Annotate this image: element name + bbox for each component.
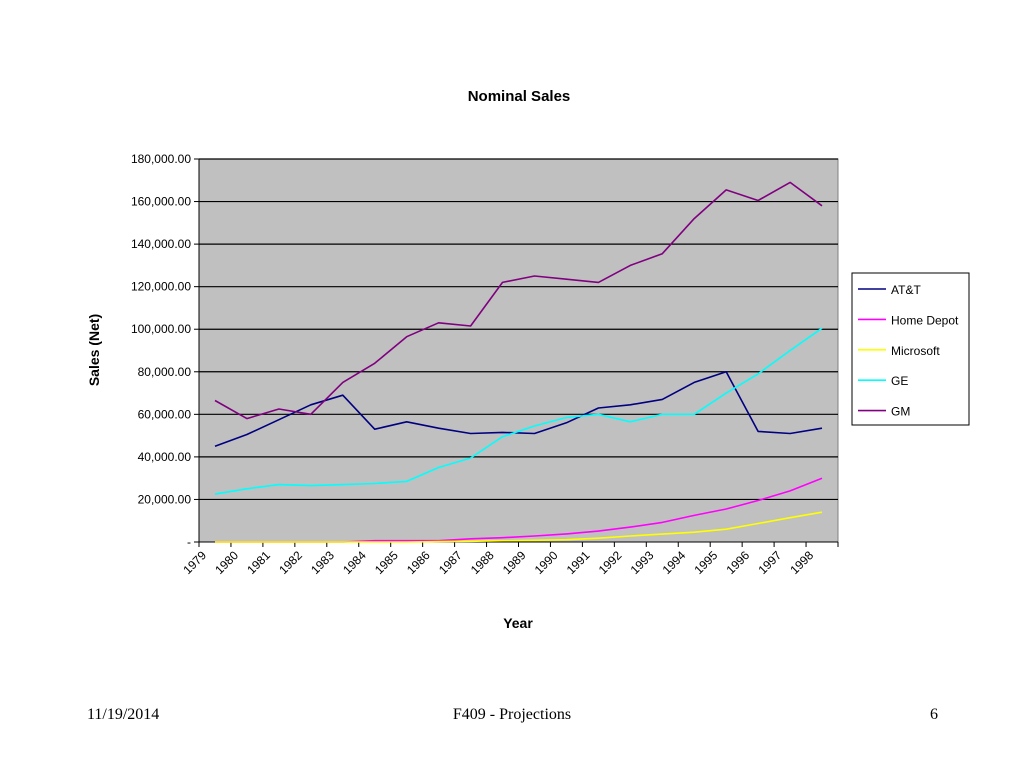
x-tick-label: 1979 [180, 548, 209, 577]
x-tick-label: 1994 [660, 548, 689, 577]
page-number: 6 [930, 706, 938, 723]
x-tick-label: 1989 [500, 548, 529, 577]
gridlines [199, 158, 838, 501]
x-tick-label: 1992 [596, 548, 625, 577]
chart-title: Nominal Sales [468, 88, 571, 105]
x-tick-label: 1980 [212, 548, 241, 577]
plot-area [198, 158, 839, 543]
y-axis-label: Sales (Net) [86, 314, 102, 386]
legend-items: AT&T Home Depot Microsoft GE GM [858, 283, 959, 419]
y-tick-label: 120,000.00 [131, 280, 191, 294]
series-line-gm [214, 181, 823, 420]
y-tick-label: - [187, 535, 191, 549]
x-tick-label: 1997 [755, 548, 784, 577]
x-tick-label: 1986 [404, 548, 433, 577]
x-tick-label: 1991 [564, 548, 593, 577]
x-tick-label: 1990 [532, 548, 561, 577]
series-line-ge [214, 327, 823, 495]
x-tick-label: 1998 [787, 548, 816, 577]
footer-date: 11/19/2014 [87, 706, 160, 723]
series-lines [214, 181, 823, 543]
y-tick-label: 140,000.00 [131, 237, 191, 251]
y-tick-label: 80,000.00 [138, 365, 192, 379]
series-line-at-t [214, 370, 823, 448]
legend-label: GM [891, 405, 910, 419]
x-tick-label: 1987 [436, 548, 465, 577]
x-tick-label: 1995 [692, 548, 721, 577]
x-tick-label: 1993 [628, 548, 657, 577]
legend-label: Microsoft [891, 344, 940, 358]
x-tick-label: 1996 [723, 548, 752, 577]
y-tick-label: 180,000.00 [131, 152, 191, 166]
x-tick-label: 1982 [276, 548, 305, 577]
x-tick-label: 1981 [244, 548, 273, 577]
legend: AT&T Home Depot Microsoft GE GM [851, 272, 970, 426]
y-tick-label: 20,000.00 [138, 492, 192, 506]
y-tick-label: 160,000.00 [131, 195, 191, 209]
y-tick-label: 100,000.00 [131, 322, 191, 336]
legend-label: Home Depot [891, 313, 959, 327]
x-tick-label: 1988 [468, 548, 497, 577]
series-line-microsoft [215, 511, 823, 543]
x-tick-label: 1985 [372, 548, 401, 577]
x-tick-label: 1984 [340, 548, 369, 577]
y-tick-label: 60,000.00 [138, 407, 192, 421]
footer-title: F409 - Projections [452, 706, 572, 723]
legend-label: GE [891, 374, 908, 388]
x-axis-label: Year [503, 615, 533, 631]
y-tick-label: 40,000.00 [138, 450, 192, 464]
x-tick-label: 1983 [308, 548, 337, 577]
legend-label: AT&T [891, 283, 921, 297]
